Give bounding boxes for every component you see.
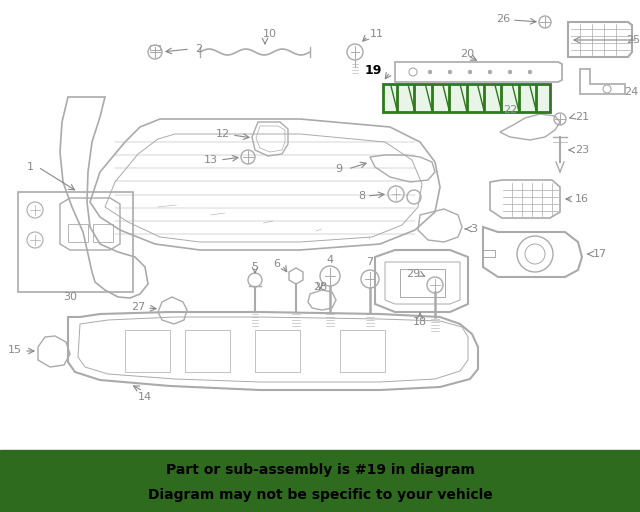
Text: 15: 15 bbox=[8, 345, 22, 355]
Text: 3: 3 bbox=[470, 224, 477, 234]
Text: 24: 24 bbox=[624, 87, 638, 97]
Text: 25: 25 bbox=[626, 35, 640, 45]
Text: 11: 11 bbox=[370, 29, 384, 39]
Bar bbox=[68, 224, 88, 242]
Bar bbox=[0, 450, 640, 512]
Text: 13: 13 bbox=[204, 155, 218, 165]
Text: 6: 6 bbox=[273, 259, 280, 269]
Bar bbox=[255, 330, 300, 372]
Circle shape bbox=[468, 71, 472, 74]
Text: 7: 7 bbox=[367, 257, 374, 267]
Text: 26: 26 bbox=[496, 14, 510, 24]
Text: 8: 8 bbox=[358, 191, 365, 201]
Bar bbox=[125, 330, 170, 372]
Text: 28: 28 bbox=[313, 282, 327, 292]
Text: 20: 20 bbox=[460, 49, 474, 59]
Polygon shape bbox=[383, 84, 550, 112]
Text: 29: 29 bbox=[406, 269, 420, 279]
Text: 22: 22 bbox=[503, 105, 517, 115]
Text: 14: 14 bbox=[138, 392, 152, 402]
Bar bbox=[185, 330, 230, 372]
Text: 10: 10 bbox=[263, 29, 277, 39]
Text: 16: 16 bbox=[575, 194, 589, 204]
Text: 4: 4 bbox=[326, 255, 333, 265]
Text: 2: 2 bbox=[195, 44, 202, 54]
Text: 21: 21 bbox=[575, 112, 589, 122]
Text: 18: 18 bbox=[413, 317, 427, 327]
Text: 17: 17 bbox=[593, 249, 607, 259]
Bar bbox=[18, 192, 133, 292]
Text: 30: 30 bbox=[63, 292, 77, 302]
Text: 19: 19 bbox=[365, 63, 382, 76]
Circle shape bbox=[488, 71, 492, 74]
Circle shape bbox=[449, 71, 451, 74]
Bar bbox=[340, 330, 385, 372]
Text: 9: 9 bbox=[335, 164, 342, 174]
Circle shape bbox=[509, 71, 511, 74]
Circle shape bbox=[429, 71, 431, 74]
Text: 5: 5 bbox=[252, 262, 259, 272]
Text: 23: 23 bbox=[575, 145, 589, 155]
Text: 27: 27 bbox=[131, 302, 145, 312]
Bar bbox=[400, 269, 445, 297]
Text: Part or sub-assembly is #19 in diagram: Part or sub-assembly is #19 in diagram bbox=[166, 463, 474, 478]
Circle shape bbox=[529, 71, 531, 74]
Bar bbox=[150, 45, 160, 50]
Text: 1: 1 bbox=[26, 162, 33, 172]
Text: Diagram may not be specific to your vehicle: Diagram may not be specific to your vehi… bbox=[148, 488, 492, 502]
Bar bbox=[93, 224, 113, 242]
Text: 12: 12 bbox=[216, 129, 230, 139]
